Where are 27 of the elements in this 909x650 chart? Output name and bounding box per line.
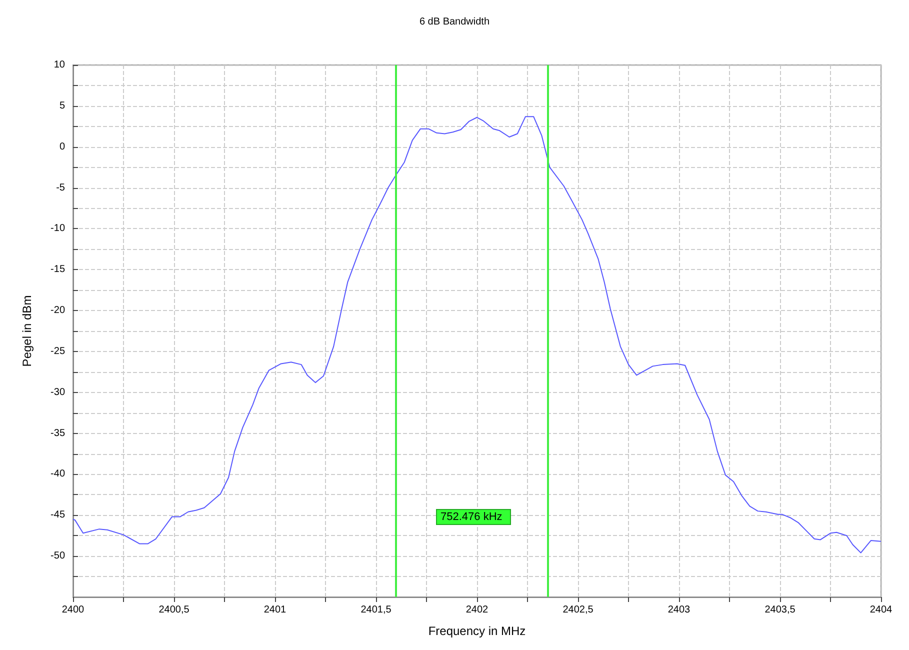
y-tick-label: -40 [50, 468, 66, 480]
y-tick-label: -25 [50, 346, 66, 357]
y-tick-label: 5 [59, 100, 66, 112]
x-tick-label: 2404 [870, 604, 893, 616]
annotation: 752.476 kHz [440, 511, 502, 523]
y-axis-title: Pegel in dBm [20, 295, 34, 367]
chart-title: 6 dB Bandwidth [419, 16, 490, 28]
y-tick-label: -50 [50, 550, 66, 562]
x-axis-title: Frequency in MHz [428, 624, 526, 638]
y-tick-label: -10 [50, 223, 66, 234]
x-tick-label: 2402,5 [562, 604, 594, 616]
y-tick-label: -35 [50, 428, 66, 439]
y-tick-label: -5 [56, 182, 66, 194]
x-tick-label: 2402 [466, 604, 489, 616]
y-tick-label: -20 [50, 305, 66, 316]
x-tick-label: 2403,5 [764, 604, 796, 616]
y-tick-label: -45 [50, 510, 66, 521]
x-tick-label: 2400,5 [158, 604, 190, 616]
y-tick-label: 0 [59, 141, 66, 152]
y-tick-label: 10 [54, 60, 66, 70]
x-tick-label: 2403 [668, 604, 691, 616]
x-tick-label: 2401,5 [360, 604, 392, 616]
x-tick-label: 2400 [62, 604, 85, 616]
y-tick-label: -30 [50, 386, 66, 398]
y-tick-label: -15 [50, 264, 66, 276]
x-tick-label: 2401 [264, 604, 287, 616]
line-series [72, 116, 882, 554]
